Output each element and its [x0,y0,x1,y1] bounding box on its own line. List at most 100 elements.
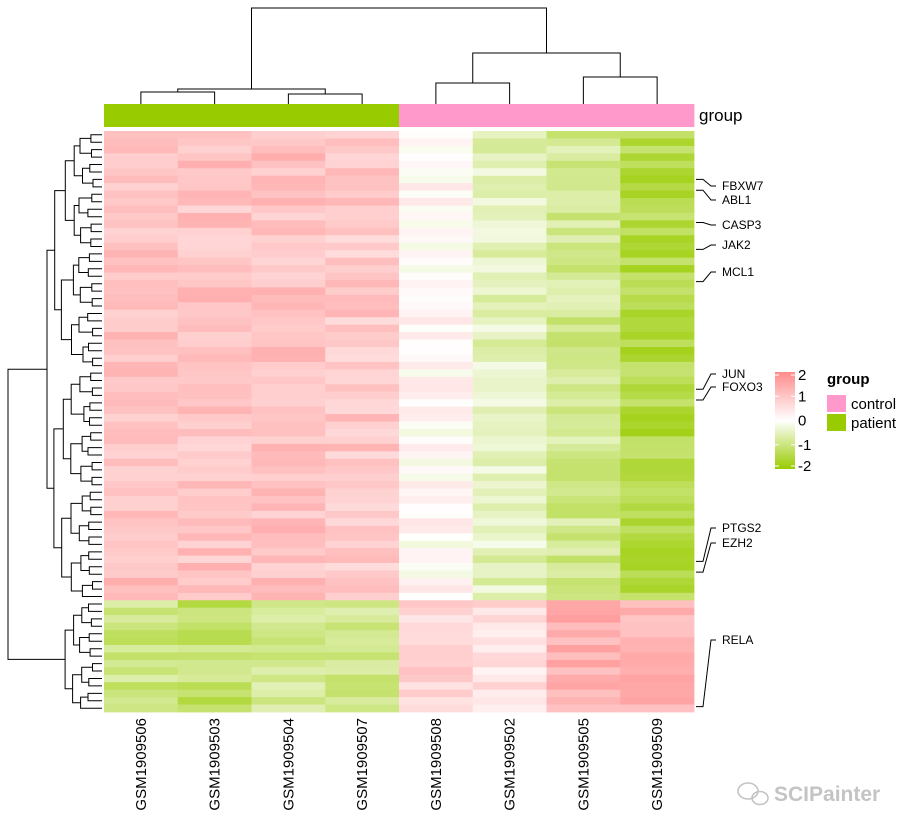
heatmap-cell [546,317,621,326]
gene-label-connector [696,222,716,226]
heatmap-cell [620,131,695,139]
heatmap-cell [620,227,695,236]
heatmap-cell [325,265,400,273]
heatmap-cell [325,495,400,504]
wechat-icon [737,782,769,806]
heatmap-cell [620,615,695,624]
heatmap-cell [472,577,547,586]
heatmap-cell [177,495,252,504]
gene-label: FOXO3 [722,380,763,394]
heatmap-cell [620,451,695,460]
heatmap-cell [325,592,400,601]
heatmap-cell [472,250,547,259]
heatmap-cell [399,570,474,579]
group-annotation-cell [325,104,400,127]
heatmap-cell [177,525,252,534]
heatmap-cell [251,637,326,646]
row-dendrogram-branch [54,190,66,311]
heatmap-cell [620,205,695,214]
heatmap-cell [325,250,400,259]
row-dendrogram-branch [92,178,102,188]
row-dendrogram-branch [89,648,102,657]
row-dendrogram-branch [89,164,102,173]
heatmap-cell [325,287,400,296]
heatmap-cell [546,697,621,705]
heatmap-cell [399,257,474,266]
heatmap-cell [546,503,621,512]
heatmap-cell [325,674,400,683]
heatmap-cell [251,555,326,564]
heatmap-cell [620,347,695,355]
heatmap-cell [472,659,547,668]
heatmap-cell [177,622,252,631]
heatmap-cell [104,540,179,549]
heatmap-cell [177,473,252,482]
gene-label: RELA [722,633,753,647]
heatmap-cell [251,160,326,169]
heatmap-cell [546,138,621,147]
heatmap-cell [546,682,621,691]
heatmap-cell [325,414,400,422]
row-dendrogram-branch [91,387,102,396]
heatmap-cell [399,376,474,385]
heatmap-cell [546,674,621,683]
heatmap-cell [399,421,474,430]
heatmap-cell [251,525,326,534]
heatmap-cell [104,399,179,407]
heatmap-cell [177,414,252,422]
heatmap-cell [104,585,179,594]
heatmap-cell [251,369,326,378]
heatmap-cell [472,652,547,661]
heatmap-cell [325,160,400,169]
heatmap-cell [620,190,695,199]
heatmap-cell [472,637,547,646]
heatmap-cell [251,376,326,385]
heatmap-cell [472,644,547,653]
heatmap-cell [472,324,547,333]
heatmap-cell [399,436,474,445]
row-dendrogram-branch [90,238,102,247]
heatmap-cell [325,354,400,363]
heatmap-cell [472,622,547,631]
heatmap-cell [325,704,400,713]
row-dendrogram-branch [89,402,102,411]
heatmap-cell [251,667,326,676]
heatmap-cell [325,630,400,638]
heatmap-cell [472,510,547,519]
heatmap-cell [251,354,326,363]
heatmap-cell [546,533,621,542]
heatmap-cell [177,674,252,683]
heatmap-cell [620,667,695,676]
group-legend-label: control [851,396,896,413]
heatmap-cell [251,279,326,288]
heatmap-cell [546,436,621,445]
heatmap-cell [251,198,326,206]
heatmap-cell [399,644,474,653]
heatmap-cell [472,592,547,601]
row-dendrogram-branch [80,227,92,244]
heatmap-cell [177,279,252,288]
heatmap-cell [546,309,621,318]
heatmap-cell [325,339,400,348]
heatmap-cell [399,689,474,698]
heatmap-cell [546,428,621,437]
row-dendrogram-branch [72,674,82,704]
heatmap-cell [546,339,621,348]
heatmap-cell [620,540,695,549]
heatmap-cell [325,488,400,497]
heatmap-cell [251,481,326,489]
heatmap-cell [325,406,400,415]
heatmap-cell [472,160,547,169]
heatmap-cell [620,585,695,594]
heatmap-cell [472,354,547,363]
heatmap-cell [325,577,400,586]
heatmap-cell [251,406,326,415]
row-dendrogram-branch [90,372,102,381]
heatmap-cell [620,689,695,698]
heatmap-cell [620,466,695,475]
heatmap-cell [399,667,474,676]
heatmap-cell [104,279,179,288]
heatmap-cell [104,257,179,266]
column-dendrogram-branch [140,91,216,104]
